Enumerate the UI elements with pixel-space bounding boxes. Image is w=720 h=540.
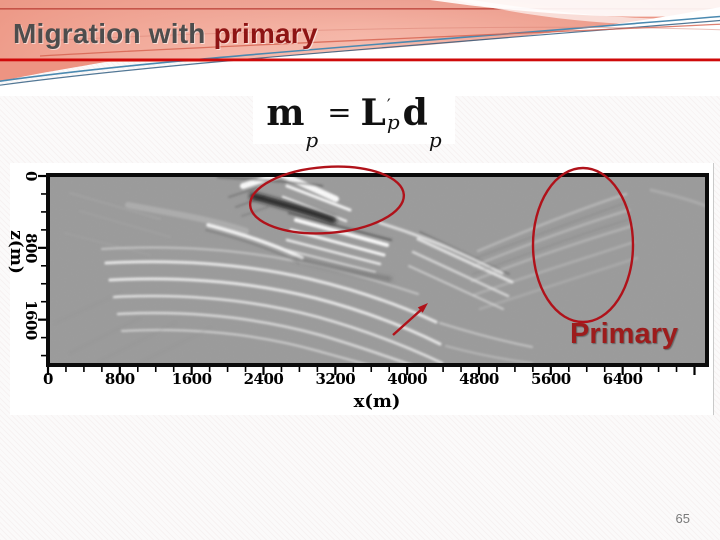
seismic-events bbox=[50, 177, 705, 363]
formula-L: L bbox=[360, 92, 386, 134]
formula-equals: = bbox=[327, 95, 352, 129]
plot-frame bbox=[46, 173, 709, 367]
y-tick-label: 1600 bbox=[22, 299, 40, 340]
slide-header: Migration with primary bbox=[0, 0, 720, 96]
x-tick-label: 2400 bbox=[243, 370, 284, 388]
formula-m: m bbox=[266, 92, 305, 134]
x-tick-label: 6400 bbox=[602, 370, 643, 388]
formula-d: d bbox=[402, 92, 428, 134]
x-tick-label: 3200 bbox=[315, 370, 356, 388]
page-number: 65 bbox=[675, 511, 690, 526]
title-underline bbox=[0, 58, 720, 62]
x-tick-label: 1600 bbox=[171, 370, 212, 388]
formula-d-sub: p bbox=[428, 128, 442, 152]
axis-ticks bbox=[38, 174, 696, 375]
y-axis-label: z(m) bbox=[6, 230, 26, 274]
primary-annotation-label: Primary bbox=[569, 318, 678, 350]
annotations bbox=[248, 165, 635, 336]
header-swoosh-graphic bbox=[0, 0, 720, 96]
formula-L-prime: ′ bbox=[386, 95, 391, 116]
x-tick-label: 4800 bbox=[459, 370, 499, 388]
x-axis-label: x(m) bbox=[353, 391, 401, 412]
formula-L-sub: p bbox=[386, 109, 400, 134]
formula-L-scripts: ′ p bbox=[386, 95, 400, 134]
x-tick-label: 0 bbox=[43, 370, 53, 388]
arrow-annotation bbox=[392, 303, 428, 336]
x-tick-label: 800 bbox=[104, 370, 135, 388]
slide-title: Migration with primary bbox=[13, 18, 318, 50]
title-prefix: Migration with bbox=[13, 18, 206, 49]
title-highlight: primary bbox=[213, 18, 318, 49]
ellipse-annotation-primary bbox=[531, 166, 635, 324]
seismic-figure: 0 800 1600 2400 3200 4000 4800 5600 6400 0 800 160… bbox=[6, 163, 714, 415]
ellipse-annotation-multiples bbox=[248, 165, 406, 235]
y-tick-label: 0 bbox=[22, 171, 40, 181]
plot-area bbox=[46, 173, 709, 367]
seismic-plot-graphic bbox=[38, 165, 709, 375]
formula-m-sub: p bbox=[305, 128, 319, 152]
x-tick-label: 4000 bbox=[387, 370, 428, 388]
x-tick-label: 5600 bbox=[530, 370, 571, 388]
